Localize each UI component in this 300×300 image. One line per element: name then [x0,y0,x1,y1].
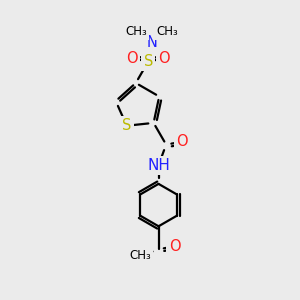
Text: NH: NH [147,158,170,173]
Text: N: N [146,35,157,50]
Text: CH₃: CH₃ [125,25,147,38]
Text: O: O [127,51,138,66]
Text: S: S [122,118,131,133]
Text: S: S [144,54,153,69]
Text: O: O [169,239,180,254]
Text: CH₃: CH₃ [130,249,152,262]
Text: O: O [176,134,188,149]
Text: O: O [158,51,170,66]
Text: CH₃: CH₃ [157,25,178,38]
